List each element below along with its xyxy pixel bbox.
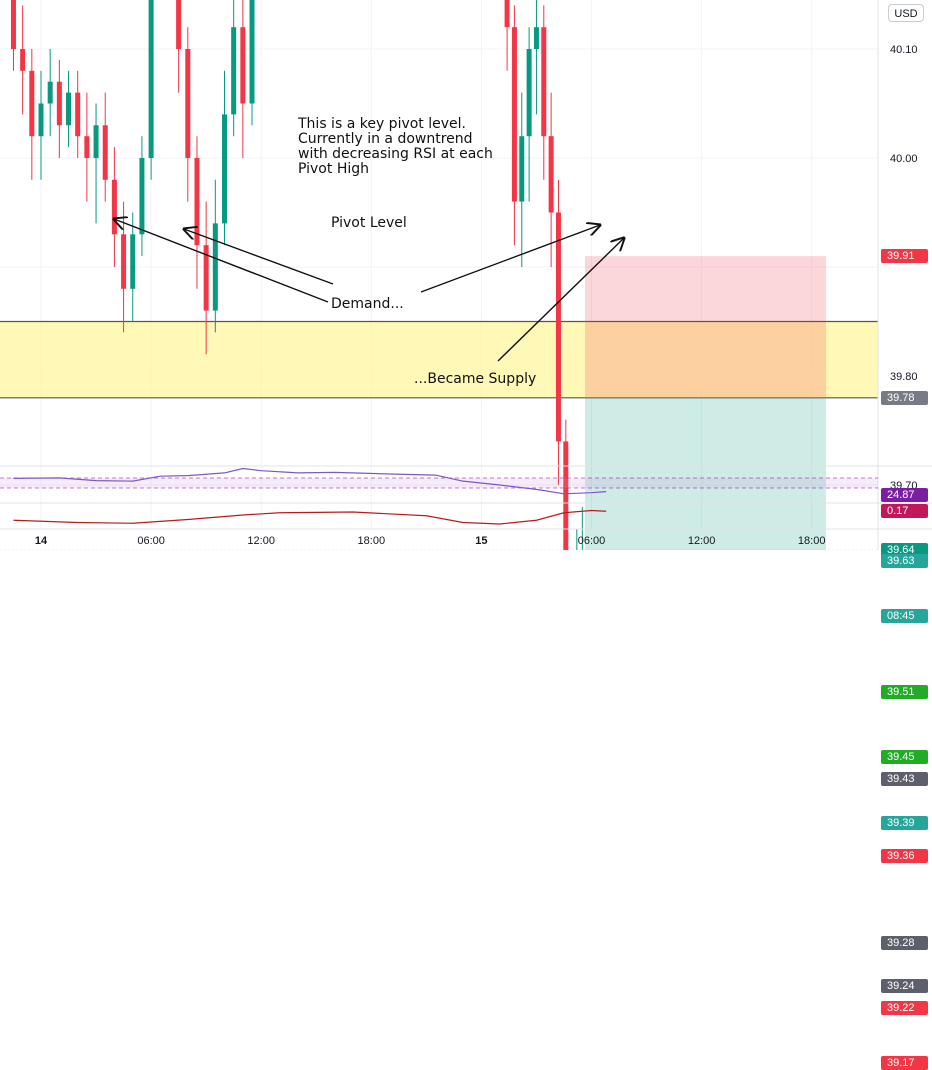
candle[interactable]: [526, 49, 532, 137]
candle[interactable]: [240, 27, 246, 104]
price-tag: 39.28: [881, 936, 928, 950]
candle[interactable]: [555, 212, 561, 442]
candle[interactable]: [222, 114, 227, 224]
annotation-note[interactable]: This is a key pivot level. Currently in …: [298, 116, 493, 177]
price-tag: 39.24: [881, 979, 928, 993]
rsi-value-tag: 24.87: [881, 488, 928, 502]
candle[interactable]: [548, 136, 554, 213]
price-tag: 39.17: [881, 1056, 928, 1070]
candle[interactable]: [75, 92, 81, 137]
candle[interactable]: [139, 158, 145, 235]
macd-value-tag: 0.17: [881, 504, 928, 518]
price-tag: 39.91: [881, 249, 928, 263]
macd-line[interactable]: [13, 509, 607, 525]
candle[interactable]: [176, 0, 182, 49]
candle[interactable]: [66, 92, 72, 126]
chart-canvas[interactable]: 40.3040.2040.1040.0039.8039.7039.201406:…: [0, 0, 932, 550]
candle[interactable]: [212, 223, 218, 311]
candle[interactable]: [563, 441, 569, 550]
annotation-arrow[interactable]: [420, 225, 600, 293]
candle[interactable]: [10, 0, 16, 50]
candle[interactable]: [203, 245, 209, 311]
rsi-line[interactable]: [13, 467, 607, 495]
candle[interactable]: [102, 125, 108, 180]
take-profit-zone[interactable]: [585, 397, 826, 550]
candle[interactable]: [84, 136, 90, 158]
candle[interactable]: [121, 234, 127, 289]
price-tag: 39.63: [881, 554, 928, 568]
candle[interactable]: [504, 0, 510, 28]
price-tick-label: 39.80: [890, 371, 918, 383]
time-tick-label: 18:00: [358, 535, 386, 547]
candle[interactable]: [130, 234, 136, 289]
rsi-band: [0, 478, 878, 488]
candle[interactable]: [111, 179, 117, 235]
candle[interactable]: [29, 70, 35, 137]
candle[interactable]: [185, 49, 191, 158]
pivot-zone[interactable]: [0, 321, 878, 398]
price-tick-label: 40.10: [890, 44, 918, 56]
candle[interactable]: [148, 0, 154, 159]
candle[interactable]: [231, 27, 237, 115]
time-tick-label: 06:00: [137, 535, 165, 547]
price-tag: 39.78: [881, 391, 928, 405]
candle[interactable]: [541, 27, 547, 137]
annotation-arrow[interactable]: [497, 238, 624, 362]
candle[interactable]: [47, 81, 53, 104]
time-tick-label: 06:00: [578, 535, 606, 547]
candle[interactable]: [194, 158, 200, 246]
price-tag: 39.43: [881, 772, 928, 786]
annotation-arrow[interactable]: [184, 229, 334, 285]
price-tag: 39.36: [881, 849, 928, 863]
candle[interactable]: [511, 27, 517, 202]
price-tag: 39.45: [881, 750, 928, 764]
time-tick-label: 15: [475, 535, 487, 547]
price-tick-label: 40.00: [890, 153, 918, 165]
candle[interactable]: [533, 27, 539, 49]
demand-label[interactable]: Demand...: [331, 296, 404, 312]
pivot-level-label[interactable]: Pivot Level: [331, 215, 407, 231]
supply-label[interactable]: ...Became Supply: [414, 371, 537, 387]
price-tag: 39.22: [881, 1001, 928, 1015]
candle[interactable]: [249, 0, 255, 104]
candle[interactable]: [38, 103, 44, 137]
currency-button[interactable]: USD: [888, 4, 924, 22]
candle[interactable]: [20, 49, 26, 71]
time-tick-label: 12:00: [247, 535, 275, 547]
price-tag: 39.39: [881, 816, 928, 830]
time-tick-label: 14: [35, 535, 48, 547]
price-tag: 08:45: [881, 609, 928, 623]
stop-loss-zone[interactable]: [585, 256, 826, 398]
time-tick-label: 18:00: [798, 535, 826, 547]
candle[interactable]: [56, 81, 62, 126]
candle[interactable]: [93, 125, 99, 158]
annotation-arrow[interactable]: [114, 219, 329, 303]
time-tick-label: 12:00: [688, 535, 716, 547]
price-tag: 39.51: [881, 685, 928, 699]
candle[interactable]: [519, 136, 525, 202]
